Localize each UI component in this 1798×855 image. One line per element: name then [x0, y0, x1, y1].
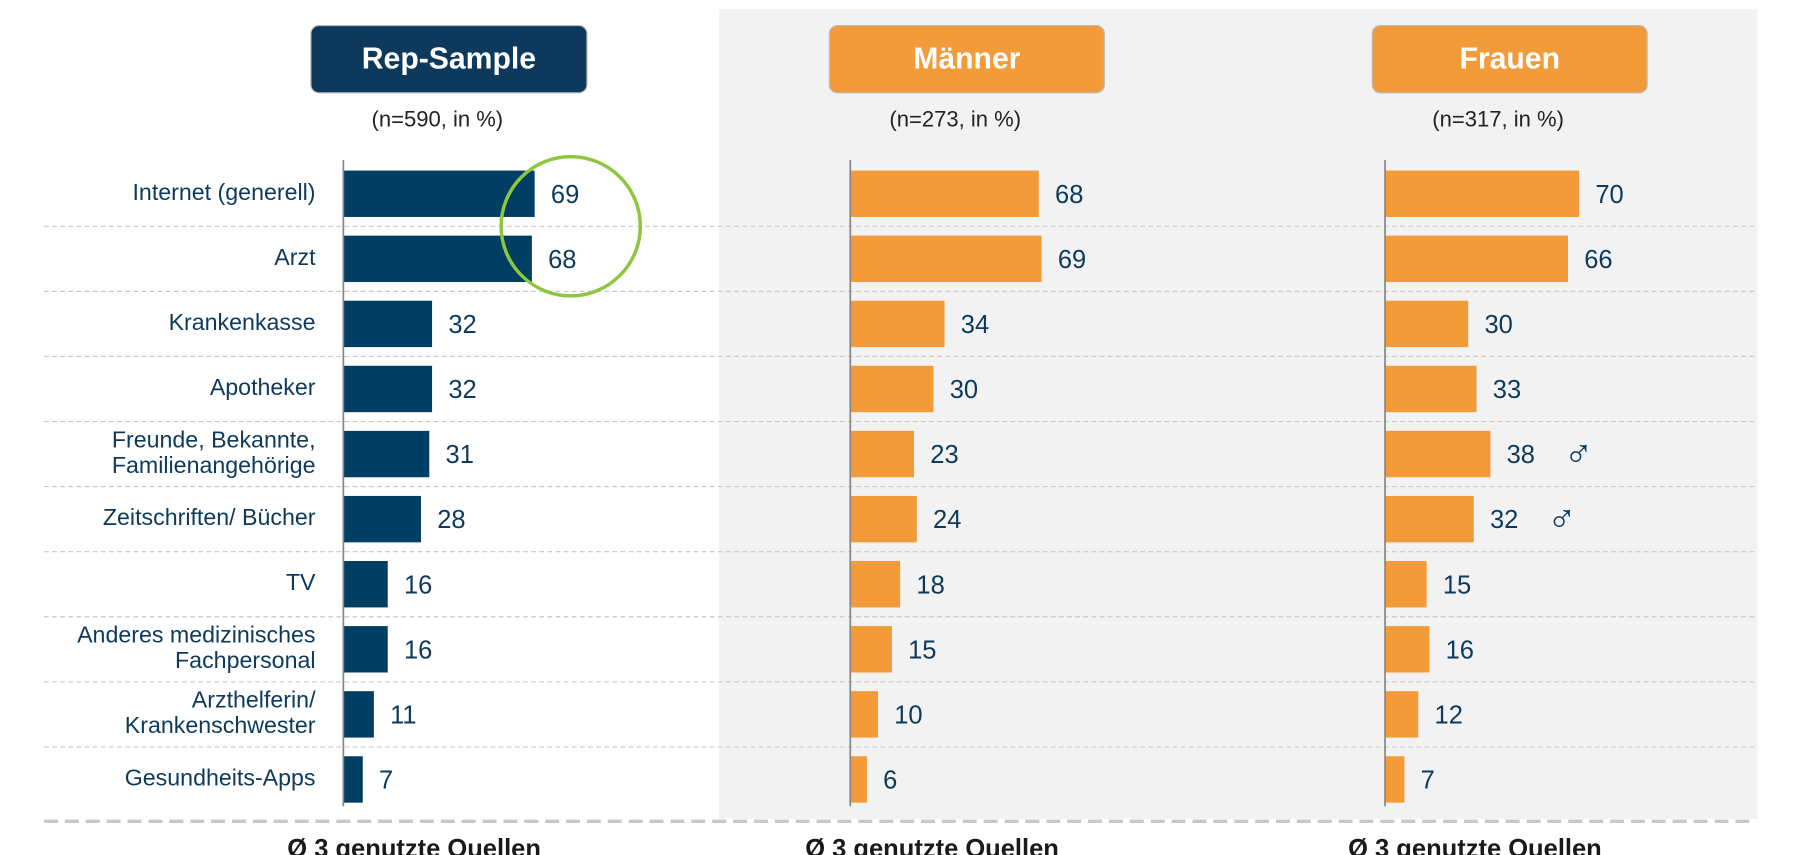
footer-note: Ø 3 genutzte Quellen	[805, 835, 1059, 855]
value-label: 28	[437, 506, 465, 534]
bar	[1385, 365, 1477, 413]
header-title: Rep-Sample	[362, 42, 536, 75]
panel-background	[719, 9, 1758, 819]
value-label: 7	[379, 766, 393, 794]
footer-note: Ø 3 genutzte Quellen	[287, 835, 541, 855]
header-box	[310, 24, 588, 94]
bar	[1385, 561, 1427, 608]
bar	[850, 430, 915, 478]
bar	[1385, 430, 1491, 478]
value-label: 30	[1484, 311, 1512, 339]
value-label: 69	[1058, 246, 1086, 274]
header-box	[828, 24, 1105, 94]
value-label: 32	[1490, 506, 1518, 534]
value-label: 69	[551, 181, 579, 209]
bar	[1385, 756, 1405, 803]
value-label: 32	[448, 376, 476, 404]
value-label: 16	[1446, 636, 1474, 664]
value-label: 16	[404, 571, 432, 599]
bar	[850, 365, 934, 413]
value-label: 15	[1443, 571, 1471, 599]
category-label: Freunde, Bekannte, Familienangehörige	[112, 426, 316, 478]
marker-symbol: ♂	[1547, 497, 1577, 541]
value-label: 18	[916, 571, 944, 599]
bar	[850, 170, 1039, 217]
bar	[343, 691, 374, 738]
value-label: 6	[883, 766, 897, 794]
category-label: TV	[286, 569, 316, 595]
bar	[850, 495, 917, 543]
bar	[343, 495, 421, 543]
bar	[343, 235, 532, 283]
value-label: 68	[548, 246, 576, 274]
value-label: 66	[1584, 246, 1612, 274]
category-label: Gesundheits-Apps	[125, 765, 316, 791]
value-label: 16	[404, 636, 432, 664]
value-label: 7	[1421, 766, 1435, 794]
bar	[343, 561, 388, 608]
category-label: Anderes medizinisches Fachpersonal	[77, 622, 315, 674]
bar	[850, 691, 879, 738]
value-label: 33	[1493, 376, 1521, 404]
bar	[850, 300, 945, 348]
value-label: 70	[1595, 181, 1623, 209]
bar	[343, 300, 433, 348]
bar	[343, 365, 433, 413]
bar	[1385, 170, 1580, 217]
value-label: 30	[950, 376, 978, 404]
value-label: 38	[1507, 441, 1535, 469]
header-title: Frauen	[1459, 42, 1560, 75]
bar	[1385, 300, 1469, 348]
bar	[343, 756, 363, 803]
subtitle: (n=317, in %)	[1432, 107, 1564, 132]
bar	[343, 170, 535, 217]
bar	[1385, 691, 1419, 738]
footer-note: Ø 3 genutzte Quellen	[1348, 835, 1602, 855]
value-label: 32	[448, 311, 476, 339]
marker-symbol: ♂	[1564, 432, 1594, 476]
bar	[343, 626, 388, 673]
category-label: Apotheker	[210, 374, 316, 400]
value-label: 31	[446, 441, 474, 469]
category-label: Zeitschriften/ Bücher	[103, 504, 316, 530]
category-label: Krankenkasse	[169, 309, 316, 335]
value-label: 34	[961, 311, 989, 339]
bar	[850, 561, 901, 608]
subtitle: (n=590, in %)	[371, 107, 503, 132]
value-label: 15	[908, 636, 936, 664]
category-label: Internet (generell)	[132, 179, 315, 205]
bar	[850, 756, 867, 803]
subtitle: (n=273, in %)	[889, 107, 1021, 132]
header-title: Männer	[913, 42, 1021, 75]
value-label: 12	[1435, 701, 1463, 729]
bar	[850, 626, 892, 673]
bar	[1385, 235, 1569, 283]
value-label: 10	[894, 701, 922, 729]
category-label: Arzt	[274, 244, 316, 270]
highlight-circle	[499, 154, 643, 298]
value-label: 23	[930, 441, 958, 469]
header-box	[1371, 24, 1648, 94]
category-label: Arzthelferin/Krankenschwester	[125, 687, 316, 739]
value-label: 24	[933, 506, 961, 534]
bar	[850, 235, 1042, 283]
value-label: 68	[1055, 181, 1083, 209]
bar	[1385, 495, 1474, 543]
value-label: 11	[390, 701, 416, 729]
bar	[343, 430, 430, 478]
bar	[1385, 626, 1430, 673]
